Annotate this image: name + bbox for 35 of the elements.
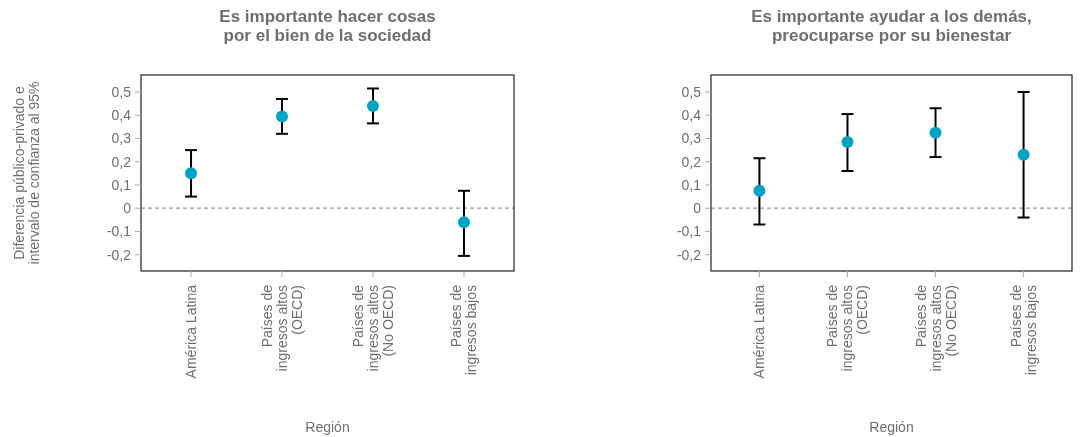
y-tick-label: 0,5 [111, 83, 132, 100]
y-tick-label: 0,3 [111, 130, 132, 147]
point [457, 216, 470, 229]
y-tick-label: -0,2 [106, 246, 132, 263]
point [276, 110, 289, 123]
x-tick-label: Países de ingresos altos (OECD) [259, 284, 306, 372]
y-tick-label: 0,2 [111, 153, 132, 170]
point [185, 167, 198, 180]
y-tick-label: 0 [693, 200, 702, 217]
y-tick-label: 0,2 [681, 153, 702, 170]
y-tick-label: -0,1 [106, 223, 132, 240]
x-tick-label: América Latina [183, 284, 200, 379]
y-tick-label: 0,5 [681, 83, 702, 100]
x-axis-title: Región [305, 419, 350, 435]
y-axis-title: Diferencia público-privado e intervalo de confianza al 95% [11, 81, 42, 265]
y-tick-label: 0,1 [111, 176, 132, 193]
y-tick-label: 0,1 [681, 176, 702, 193]
x-tick-label: Países de ingresos altos (No OECD) [349, 284, 396, 372]
x-tick-label: América Latina [751, 284, 768, 379]
y-tick-label: 0,4 [681, 107, 702, 124]
x-tick-label: Países de ingresos altos (No OECD) [912, 284, 959, 372]
chart-title: Es importante ayudar a los demás, preocuparse por su bienestar [751, 7, 1032, 45]
point [1017, 148, 1030, 161]
y-tick-label: 0,3 [681, 130, 702, 147]
y-tick-label: -0,2 [676, 246, 702, 263]
chart-title: Es importante hacer cosas por el bien de la sociedad [219, 7, 436, 45]
point [366, 99, 379, 112]
y-tick-label: -0,1 [676, 223, 702, 240]
y-tick-label: 0,4 [111, 107, 132, 124]
point [753, 184, 766, 197]
y-tick-label: 0 [123, 200, 132, 217]
point [929, 126, 942, 139]
x-axis-title: Región [869, 419, 914, 435]
x-tick-label: Países de ingresos altos (OECD) [824, 284, 871, 372]
point [841, 135, 854, 148]
